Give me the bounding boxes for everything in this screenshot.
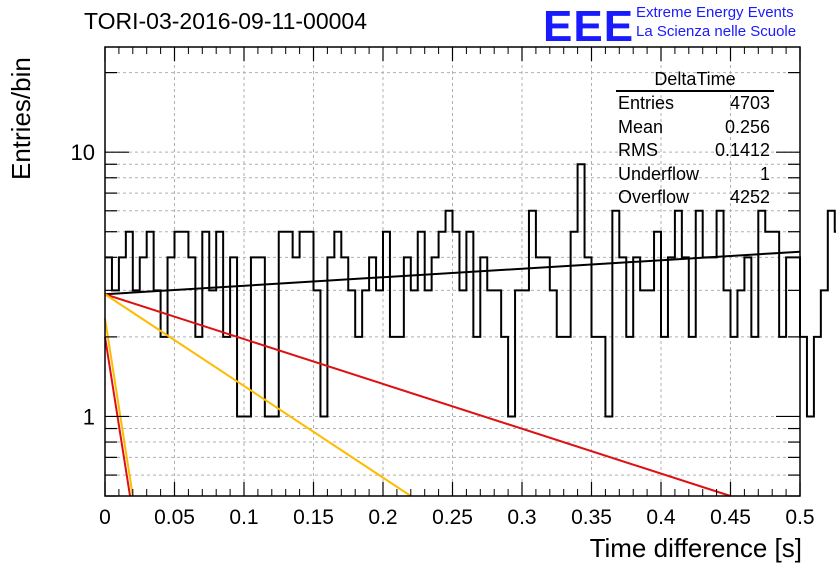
stats-value: 1 [759, 163, 770, 184]
fit-line [104, 250, 801, 296]
x-tick-label: 0.2 [368, 506, 397, 529]
y-tick-label: 10 [71, 140, 95, 165]
y-axis-label: Entries/bin [6, 57, 36, 180]
stats-title: DeltaTime [616, 68, 774, 92]
eee-logo-text: Extreme Energy Events La Scienza nelle S… [636, 3, 796, 41]
tick-labels: 0 0.05 0.1 0.15 0.2 0.25 0.3 0.35 0.4 0.45 0.5 1 10 [71, 140, 815, 529]
stats-box: DeltaTime Entries 4703 Mean 0.256 RMS 0.141… [612, 68, 778, 210]
stats-label: RMS [618, 140, 658, 160]
stats-value: 4252 [729, 187, 770, 207]
fit-lines-layer [104, 250, 801, 497]
stats-value: 0.256 [724, 116, 770, 137]
stats-label: Underflow [618, 163, 700, 184]
x-tick-label: 0.3 [507, 506, 536, 529]
stats-value: 0.1412 [714, 140, 770, 160]
x-tick-label: 0.45 [710, 506, 751, 529]
logo-line-1: Extreme Energy Events [636, 4, 794, 21]
stats-label: Entries [618, 93, 675, 113]
x-tick-label: 0.1 [229, 506, 258, 529]
stats-label: Overflow [618, 187, 690, 207]
stats-label: Mean [618, 116, 664, 137]
axis-ticks [104, 47, 801, 497]
fit-line [104, 293, 412, 497]
fit-line [104, 293, 731, 497]
stats-row: RMS 0.1412 [612, 139, 778, 163]
eee-logo-mark: EEE [543, 2, 635, 51]
stats-row: Overflow 4252 [612, 186, 778, 210]
histogram-outline [105, 163, 836, 418]
y-tick-label: 1 [83, 404, 95, 429]
stats-row: Mean 0.256 [612, 116, 778, 140]
stats-row: Entries 4703 [612, 92, 778, 116]
x-tick-label: 0.25 [432, 506, 473, 529]
plot-title: TORI-03-2016-09-11-00004 [84, 8, 367, 34]
fit-line [104, 318, 134, 497]
x-tick-label: 0.15 [293, 506, 334, 529]
x-tick-label: 0.5 [785, 506, 814, 529]
histogram-layer [105, 163, 836, 418]
logo-line-2: La Scienza nelle Scuole [636, 23, 797, 40]
x-tick-label: 0.05 [154, 506, 195, 529]
stats-row: Underflow 1 [612, 163, 778, 187]
x-tick-label: 0.4 [646, 506, 676, 529]
x-axis-label: Time difference [s] [589, 533, 802, 563]
stats-value: 4703 [729, 93, 770, 113]
x-tick-label: 0 [99, 506, 111, 529]
x-tick-label: 0.35 [571, 506, 612, 529]
grid-layer [105, 47, 800, 497]
